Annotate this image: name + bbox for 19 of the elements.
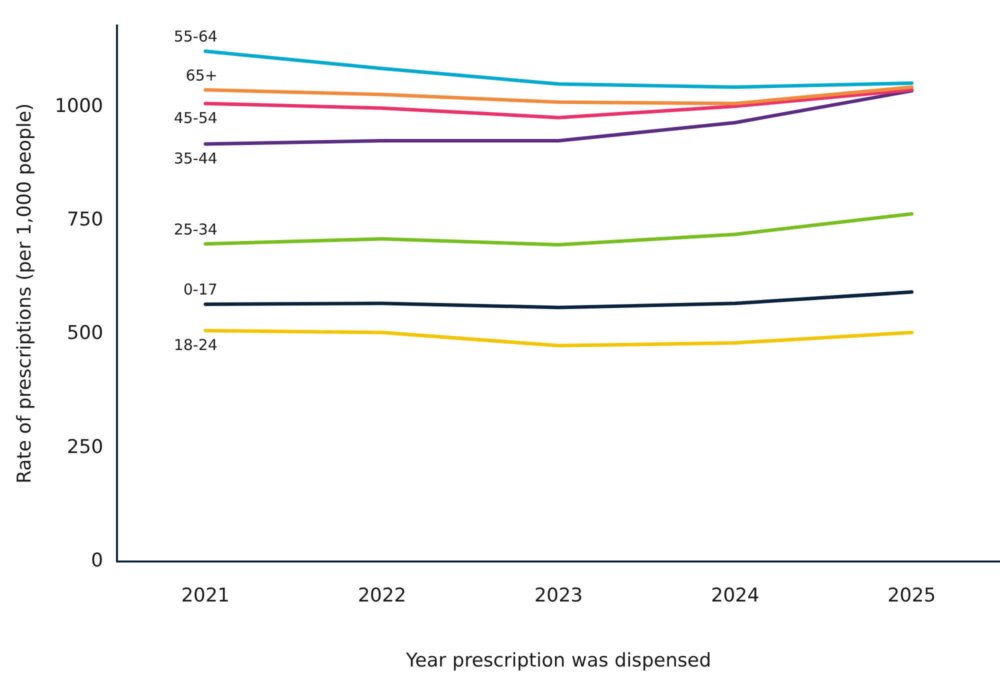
x-axis-title: Year prescription was dispensed xyxy=(405,650,712,672)
y-tick-label: 750 xyxy=(66,208,104,231)
x-tick-label: 2025 xyxy=(888,584,936,607)
x-tick-label: 2024 xyxy=(710,584,760,607)
y-tick-label: 500 xyxy=(66,322,104,344)
series-label: 55-64 xyxy=(174,28,218,46)
series-label: 65+ xyxy=(186,66,218,84)
series-label: 35-44 xyxy=(174,149,218,168)
x-tick-label: 2023 xyxy=(534,584,583,607)
y-axis-title: Rate of prescriptions (per 1,000 people) xyxy=(13,103,36,484)
y-tick-label: 1000 xyxy=(54,95,104,118)
series-label: 18-24 xyxy=(174,336,218,354)
series-label: 25-34 xyxy=(174,220,218,238)
series-label: 0-17 xyxy=(183,280,218,299)
y-tick-label: 250 xyxy=(66,436,104,458)
series-label: 45-54 xyxy=(174,108,218,127)
y-tick-label: 0 xyxy=(91,549,104,572)
x-tick-label: 2021 xyxy=(181,584,230,607)
x-tick-label: 2022 xyxy=(358,584,406,607)
